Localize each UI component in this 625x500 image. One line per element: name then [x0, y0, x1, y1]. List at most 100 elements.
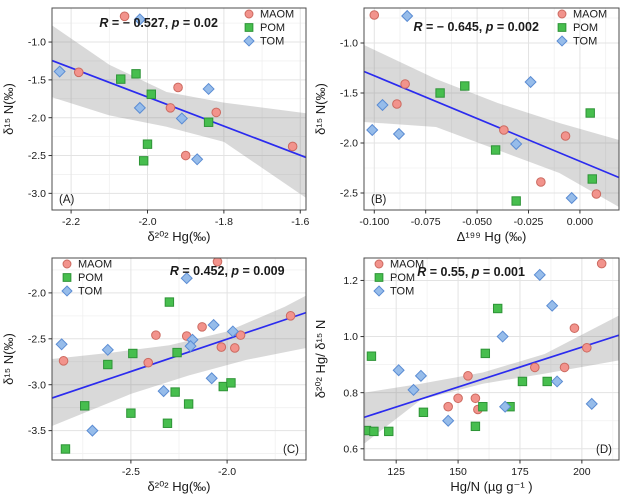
legend-label: POM — [78, 272, 103, 284]
point-square — [170, 387, 180, 397]
grid — [364, 8, 619, 210]
point-diamond — [392, 127, 406, 141]
y-tick-label: -1.0 — [340, 38, 358, 50]
point-diamond — [373, 285, 385, 297]
legend-item-POM: POM — [62, 272, 103, 284]
point-circle — [569, 323, 580, 333]
x-tick-label: 150 — [449, 466, 467, 478]
point-diamond — [55, 338, 68, 351]
x-tick-label: -1.8 — [215, 216, 233, 228]
point-circle — [73, 67, 84, 78]
point-circle — [499, 125, 509, 135]
chart-panel-D: 125 150 175 200 Hg/N (µg g⁻¹ ) 0.6 0.8 1.0 1.2 δ²… — [312, 250, 625, 500]
x-tick-label: -2.2 — [62, 216, 80, 228]
plot-area — [364, 258, 619, 444]
point-circle — [557, 9, 567, 19]
point-circle — [470, 393, 481, 404]
point-square — [142, 139, 153, 149]
point-circle — [285, 311, 296, 321]
correlation-annotation: R = − 0.645, p = 0.002 — [413, 20, 538, 34]
point-circle — [463, 371, 473, 381]
legend-label: TOM — [260, 36, 284, 48]
point-square — [492, 303, 503, 314]
point-diamond — [414, 369, 428, 382]
point-circle — [151, 330, 161, 340]
y-axis-title: δ¹⁵ N(‰) — [1, 83, 16, 135]
point-circle — [443, 401, 453, 412]
series-MAOM — [369, 10, 602, 199]
x-axis-title: Δ¹⁹⁹ Hg (‰) — [457, 229, 527, 244]
regression-line — [52, 59, 306, 159]
x-axis: -2.5 -2.0 δ²⁰² Hg(‰) — [122, 460, 236, 494]
x-tick-label: -0.075 — [411, 216, 441, 228]
point-diamond — [407, 383, 420, 396]
plot-area — [364, 9, 619, 207]
legend-label: TOM — [78, 286, 102, 298]
point-diamond — [202, 82, 215, 96]
series-POM — [60, 297, 236, 454]
point-diamond — [53, 65, 66, 78]
x-axis-title: δ²⁰² Hg(‰) — [148, 479, 211, 494]
point-diamond — [496, 330, 509, 343]
y-tick-label: 1.0 — [343, 331, 358, 343]
x-tick-label: 175 — [511, 466, 529, 478]
series-TOM — [392, 268, 598, 427]
y-tick-label: -1.0 — [28, 37, 46, 49]
legend-label: POM — [573, 22, 598, 34]
point-circle — [211, 107, 222, 118]
point-diamond — [546, 299, 559, 312]
x-tick-label: -2.5 — [122, 466, 140, 478]
y-tick-label: -2.5 — [28, 150, 46, 162]
point-circle — [374, 259, 384, 269]
x-axis: 125 150 175 200 Hg/N (µg g⁻¹ ) — [387, 460, 591, 494]
correlation-annotation: R = − 0.527, p = 0.02 — [99, 16, 218, 30]
x-axis: -0.100 -0.075 -0.050 -0.025 0.000 Δ¹⁹⁹ Hg (‰) — [359, 210, 593, 244]
point-diamond — [376, 98, 389, 112]
x-tick-label: -1.6 — [291, 216, 309, 228]
point-diamond — [61, 285, 73, 297]
point-circle — [173, 82, 183, 93]
y-axis-title: δ²⁰² Hg/ δ¹⁵ N — [313, 320, 328, 399]
point-square — [366, 351, 377, 361]
y-axis-title: δ¹⁵ N(‰) — [1, 333, 16, 385]
panel-border — [363, 7, 620, 211]
x-tick-label: -0.025 — [514, 216, 544, 228]
point-diamond — [207, 318, 220, 332]
point-square — [218, 381, 228, 392]
plot-area — [52, 258, 306, 454]
x-axis: -2.2 -2.0 -1.8 -1.6 δ²⁰² Hg(‰) — [62, 210, 309, 244]
point-circle — [536, 177, 546, 187]
panel-border — [51, 7, 307, 211]
point-square — [557, 23, 567, 32]
point-square — [131, 69, 141, 79]
series-TOM — [53, 13, 215, 166]
panel-B: -0.100 -0.075 -0.050 -0.025 0.000 Δ¹⁹⁹ Hg (‰)… — [312, 0, 625, 255]
point-square — [490, 145, 501, 155]
legend-item-MAOM: MAOM — [62, 259, 112, 271]
y-tick-label: -2.5 — [28, 333, 46, 345]
point-square — [126, 408, 136, 418]
point-square — [60, 444, 71, 454]
point-diamond — [184, 340, 197, 353]
point-circle — [244, 9, 254, 19]
panel-letter: (B) — [371, 194, 387, 206]
point-diamond — [510, 137, 523, 151]
point-circle — [119, 11, 130, 22]
regression-line — [364, 334, 619, 419]
point-circle — [559, 362, 570, 373]
point-diamond — [565, 191, 578, 205]
point-square — [478, 401, 488, 412]
point-diamond — [180, 272, 193, 285]
point-circle — [197, 322, 207, 332]
panel-border — [363, 257, 620, 461]
series-TOM — [366, 9, 578, 205]
point-square — [517, 376, 528, 387]
legend-label: MAOM — [78, 259, 112, 271]
correlation-annotation: R = 0.55, p = 0.001 — [417, 265, 525, 279]
point-circle — [143, 357, 154, 368]
point-diamond — [392, 364, 405, 377]
point-square — [138, 156, 149, 166]
point-square — [542, 376, 552, 387]
